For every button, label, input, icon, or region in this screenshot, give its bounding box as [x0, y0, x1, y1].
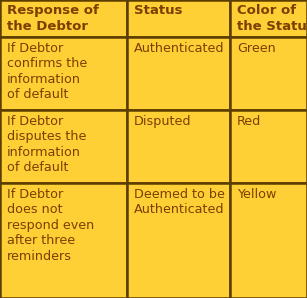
Text: If Debtor
does not
respond even
after three
reminders: If Debtor does not respond even after th…: [7, 188, 94, 263]
Text: Disputed: Disputed: [134, 115, 192, 128]
Bar: [0, 37, 127, 110]
Bar: [127, 0, 230, 37]
Text: Color of
the Status: Color of the Status: [237, 4, 307, 33]
Bar: [230, 110, 307, 183]
Bar: [127, 110, 230, 183]
Text: Status: Status: [134, 4, 183, 18]
Bar: [0, 183, 127, 298]
Text: Red: Red: [237, 115, 261, 128]
Text: If Debtor
confirms the
information
of default: If Debtor confirms the information of de…: [7, 42, 87, 101]
Text: Authenticated: Authenticated: [134, 42, 225, 55]
Bar: [230, 37, 307, 110]
Bar: [127, 37, 230, 110]
Bar: [230, 183, 307, 298]
Text: Yellow: Yellow: [237, 188, 276, 201]
Text: Deemed to be
Authenticated: Deemed to be Authenticated: [134, 188, 225, 216]
Bar: [0, 0, 127, 37]
Bar: [0, 110, 127, 183]
Text: Response of
the Debtor: Response of the Debtor: [7, 4, 99, 33]
Bar: [127, 183, 230, 298]
Text: Green: Green: [237, 42, 276, 55]
Bar: [230, 0, 307, 37]
Text: If Debtor
disputes the
information
of default: If Debtor disputes the information of de…: [7, 115, 86, 174]
